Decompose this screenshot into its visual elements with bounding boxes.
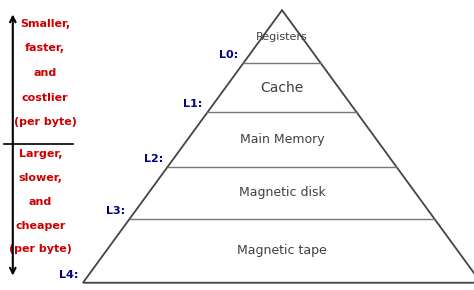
- Text: faster,: faster,: [25, 44, 65, 53]
- Text: Cache: Cache: [260, 81, 304, 95]
- Text: (per byte): (per byte): [14, 117, 76, 127]
- Text: Larger,: Larger,: [18, 149, 62, 159]
- Text: L3:: L3:: [106, 206, 125, 216]
- Text: slower,: slower,: [18, 173, 62, 183]
- Text: L0:: L0:: [219, 50, 238, 60]
- Text: cheaper: cheaper: [15, 221, 65, 231]
- Text: Smaller,: Smaller,: [20, 19, 70, 29]
- Text: L1:: L1:: [183, 99, 202, 109]
- Text: L4:: L4:: [59, 270, 78, 280]
- Text: Magnetic tape: Magnetic tape: [237, 244, 327, 257]
- Text: and: and: [28, 197, 52, 207]
- Polygon shape: [83, 10, 474, 283]
- Text: L2:: L2:: [144, 154, 163, 164]
- Text: (per byte): (per byte): [9, 244, 72, 254]
- Text: Magnetic disk: Magnetic disk: [238, 186, 326, 199]
- Text: Main Memory: Main Memory: [240, 133, 324, 146]
- Text: Registers: Registers: [256, 32, 308, 42]
- Text: and: and: [33, 68, 57, 78]
- Text: costlier: costlier: [22, 93, 68, 103]
